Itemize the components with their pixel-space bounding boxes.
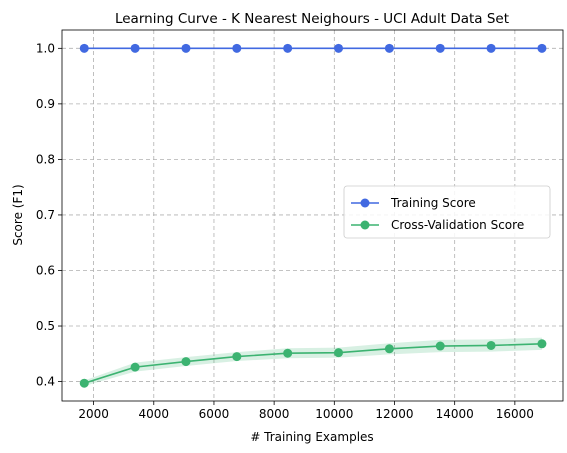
data-point-1 <box>435 341 445 351</box>
data-point-1 <box>384 344 394 354</box>
data-point-1 <box>334 348 344 358</box>
x-tick-label: 2000 <box>78 407 109 421</box>
x-axis-title: # Training Examples <box>250 430 373 444</box>
legend-cv-marker <box>360 220 370 230</box>
x-axis-ticks: 2000 4000 6000 8000 10000 12000 14000 16000 <box>78 401 534 421</box>
x-tick-label: 14000 <box>436 407 474 421</box>
y-tick-label: 0.6 <box>36 263 55 277</box>
data-point-0 <box>181 43 191 53</box>
data-point-0 <box>130 43 140 53</box>
series-markers <box>79 43 547 388</box>
cv-confidence-band <box>84 337 542 387</box>
x-tick-label: 10000 <box>315 407 353 421</box>
y-tick-label: 0.8 <box>36 152 55 166</box>
legend-training-label: Training Score <box>390 196 476 210</box>
series-lines <box>84 47 542 384</box>
data-point-0 <box>486 43 496 53</box>
y-axis-title: Score (F1) <box>11 184 25 245</box>
plot-frame <box>61 29 564 402</box>
x-tick-label: 16000 <box>496 407 534 421</box>
x-tick-label: 4000 <box>139 407 170 421</box>
legend-training-marker <box>360 198 370 208</box>
data-point-0 <box>384 43 394 53</box>
data-point-0 <box>537 43 547 53</box>
legend-box <box>343 185 551 239</box>
x-tick-label: 8000 <box>259 407 290 421</box>
y-tick-label: 0.7 <box>36 208 55 222</box>
band-1 <box>84 337 542 387</box>
series-line-1 <box>84 342 542 384</box>
data-point-0 <box>232 43 242 53</box>
data-point-1 <box>130 362 140 372</box>
data-point-1 <box>232 352 242 362</box>
data-point-1 <box>537 339 547 349</box>
y-axis-ticks: 0.4 0.5 0.6 0.7 0.8 0.9 1.0 <box>36 41 62 389</box>
data-point-1 <box>486 340 496 350</box>
legend-cv-label: Cross-Validation Score <box>391 218 524 232</box>
data-point-0 <box>79 43 89 53</box>
data-point-1 <box>181 357 191 367</box>
y-tick-label: 1.0 <box>36 41 55 55</box>
data-point-0 <box>334 43 344 53</box>
y-tick-label: 0.9 <box>36 97 55 111</box>
legend: Training Score Cross-Validation Score <box>343 185 551 239</box>
x-tick-label: 12000 <box>375 407 413 421</box>
x-tick-label: 6000 <box>199 407 230 421</box>
y-tick-label: 0.4 <box>36 375 55 389</box>
data-point-0 <box>435 43 445 53</box>
data-point-1 <box>283 348 293 358</box>
data-point-0 <box>283 43 293 53</box>
y-tick-label: 0.5 <box>36 319 55 333</box>
chart-title: Learning Curve - K Nearest Neighours - U… <box>115 11 509 27</box>
data-point-1 <box>79 378 89 388</box>
